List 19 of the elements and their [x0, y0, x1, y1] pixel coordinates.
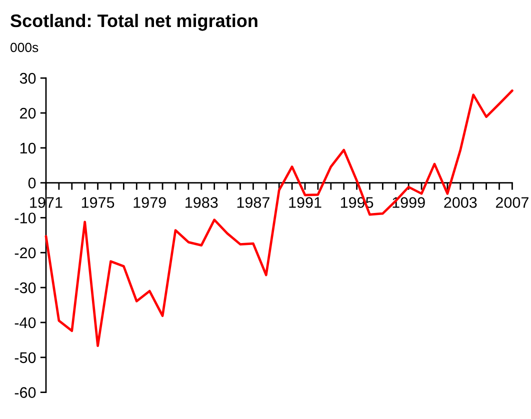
y-tick-label: -40 — [14, 317, 36, 328]
y-tick-label: 30 — [20, 72, 36, 84]
x-tick-label: 1983 — [186, 197, 218, 208]
x-tick-label: 2007 — [496, 197, 528, 208]
x-tick-label: 1975 — [82, 197, 114, 208]
chart-title: Scotland: Total net migration — [10, 14, 258, 31]
y-tick-label: 0 — [28, 178, 36, 188]
y-tick-label: -10 — [14, 212, 36, 224]
y-tick-label: -30 — [14, 282, 36, 294]
y-tick-label: -50 — [14, 352, 36, 364]
y-axis-title: 000s — [10, 42, 38, 52]
y-tick-label: 20 — [20, 108, 36, 119]
x-tick-label: 1991 — [289, 197, 322, 208]
x-tick-label: 2003 — [444, 197, 477, 208]
y-tick-label: 10 — [20, 142, 36, 154]
x-tick-label: 1987 — [237, 197, 270, 208]
y-tick-label: -60 — [14, 387, 36, 398]
y-tick-label: -20 — [14, 248, 36, 258]
x-tick-label: 1979 — [134, 197, 166, 208]
